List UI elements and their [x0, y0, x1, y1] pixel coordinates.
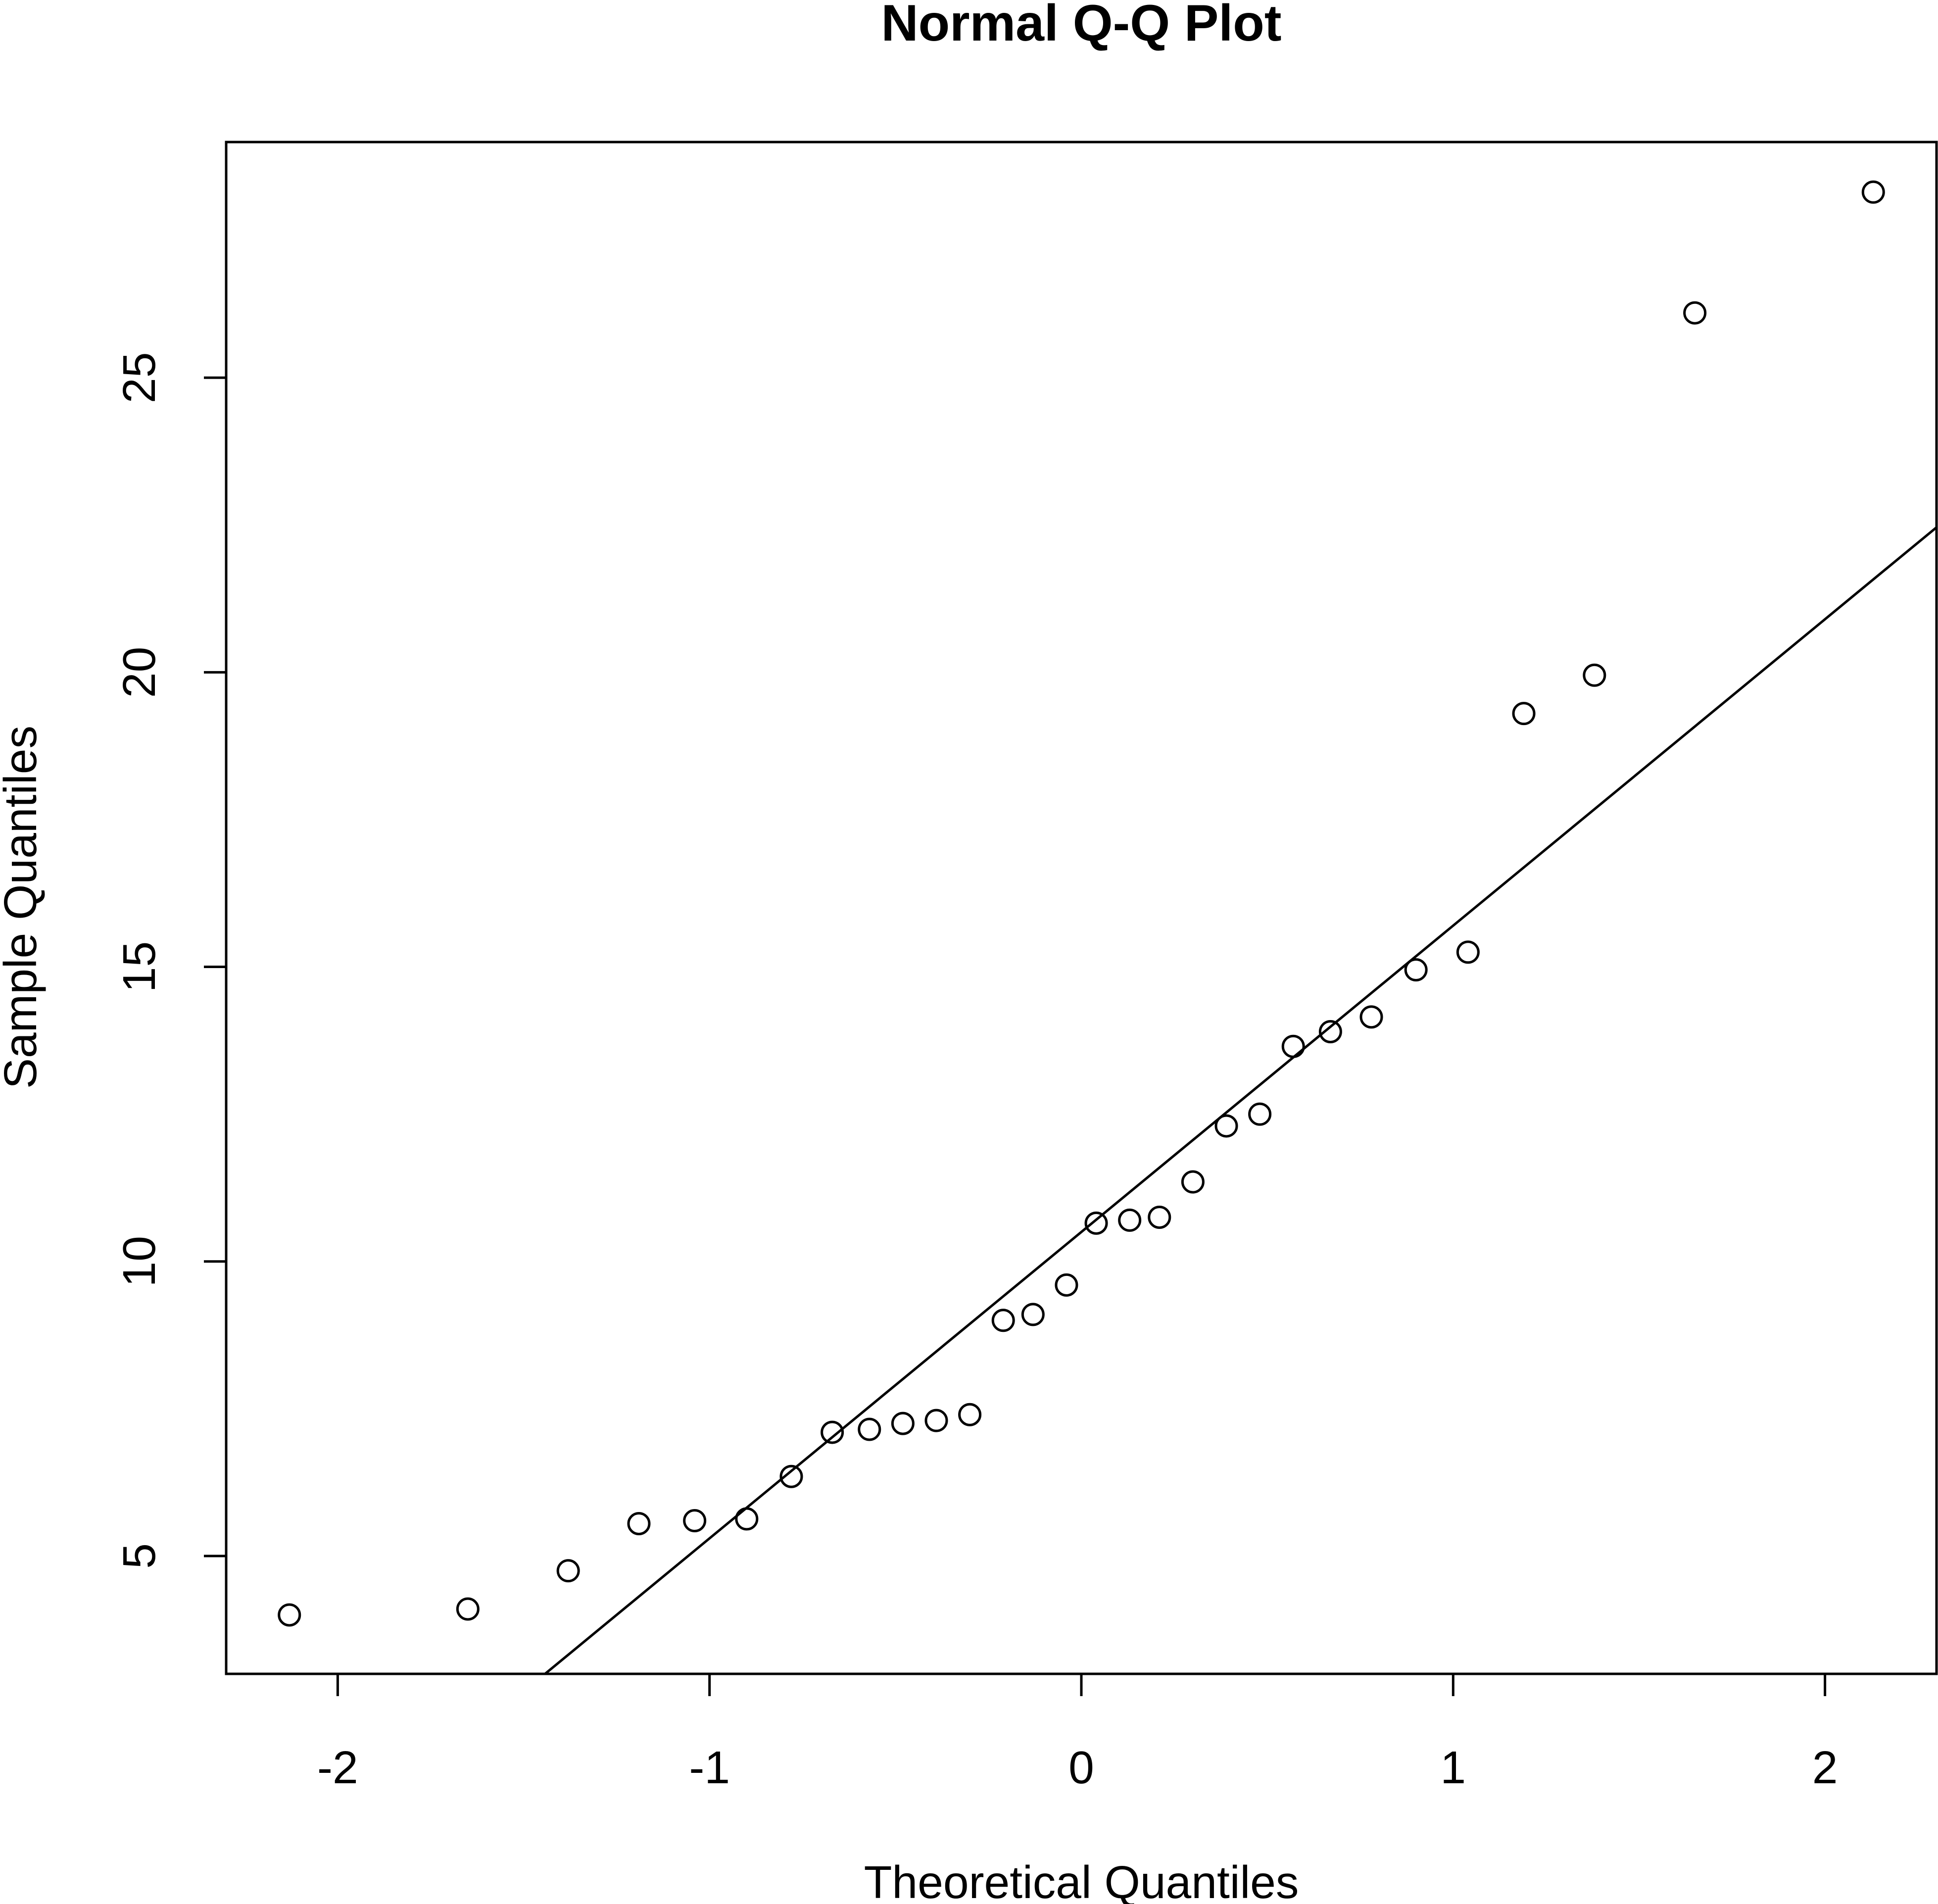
x-tick-label: -1: [689, 1742, 730, 1793]
data-point: [1214, 1114, 1238, 1138]
data-point: [278, 1603, 301, 1627]
data-point: [1055, 1273, 1078, 1297]
y-tick-label: 10: [113, 1236, 165, 1287]
data-point: [1181, 1170, 1205, 1194]
data-point: [958, 1403, 982, 1426]
y-tick-label: 20: [113, 647, 165, 698]
data-point: [991, 1309, 1015, 1332]
data-point: [1084, 1211, 1108, 1235]
qq-reference-line: [543, 526, 1937, 1674]
data-point: [735, 1507, 759, 1531]
x-tick-label: 2: [1812, 1742, 1838, 1793]
data-point: [924, 1409, 948, 1432]
data-point: [821, 1420, 844, 1444]
data-point: [1021, 1303, 1045, 1326]
data-point: [858, 1417, 881, 1441]
x-tick-label: -2: [317, 1742, 358, 1793]
y-tick-label: 25: [113, 352, 165, 403]
x-tick-label: 1: [1440, 1742, 1466, 1793]
data-point: [556, 1559, 580, 1583]
data-points-group: [278, 180, 1885, 1627]
y-tick-label: 5: [113, 1543, 165, 1569]
data-point: [1512, 702, 1536, 726]
y-tick-label: 15: [113, 941, 165, 992]
data-point: [1118, 1208, 1142, 1232]
data-point: [627, 1512, 651, 1535]
data-point: [1456, 940, 1480, 964]
data-point: [1359, 1005, 1383, 1029]
data-point: [779, 1465, 803, 1488]
data-point: [456, 1597, 480, 1621]
y-axis-label: Sample Quantiles: [0, 726, 46, 1089]
data-point: [891, 1412, 915, 1435]
data-point: [1248, 1102, 1272, 1126]
reference-line-group: [543, 526, 1937, 1674]
data-point: [1318, 1020, 1342, 1043]
data-point: [1148, 1205, 1171, 1229]
x-axis: -2 -1 0 1 2: [317, 1674, 1838, 1793]
chart-title: Normal Q-Q Plot: [881, 0, 1282, 52]
x-tick-label: 0: [1068, 1742, 1094, 1793]
data-point: [1281, 1034, 1305, 1058]
data-point: [1683, 301, 1707, 325]
x-axis-label: Theoretical Quantiles: [864, 1856, 1299, 1904]
data-point: [683, 1509, 707, 1532]
data-point: [1583, 663, 1606, 687]
data-point: [1861, 180, 1885, 204]
data-point: [1404, 958, 1428, 981]
y-axis: 5 10 15 20 25: [113, 352, 226, 1569]
